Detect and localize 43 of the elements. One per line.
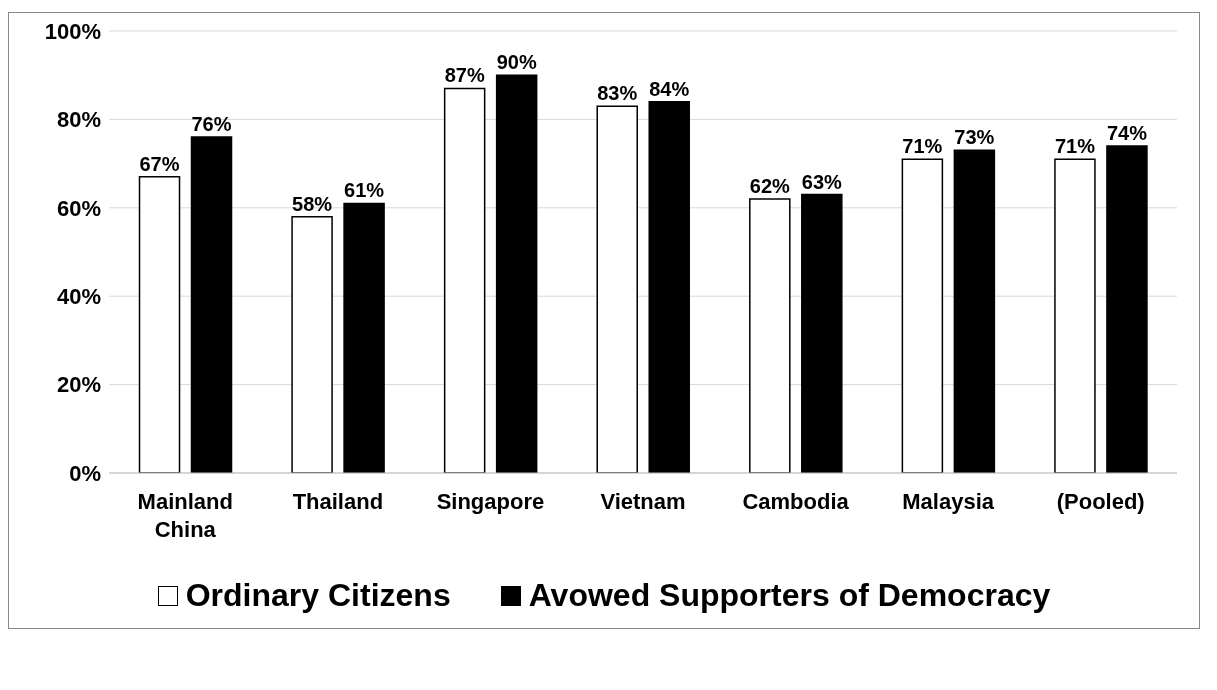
legend-label: Ordinary Citizens (185, 577, 451, 614)
bar (495, 74, 538, 473)
data-label: 63% (801, 170, 843, 193)
y-tick-label: 100% (44, 18, 101, 44)
x-tick-label: Malaysia (902, 489, 995, 514)
x-tick-label: Singapore (436, 489, 545, 514)
bar (291, 215, 333, 473)
y-tick-label: 20% (56, 372, 101, 398)
y-tick-label: 80% (56, 107, 101, 133)
x-tick-label: (Pooled) (1056, 489, 1145, 514)
data-label: 76% (191, 113, 232, 136)
y-tick-label: 60% (56, 195, 101, 221)
data-label: 62% (749, 174, 791, 197)
data-label: 73% (954, 126, 995, 149)
data-label: 67% (139, 152, 180, 175)
data-label: 71% (902, 135, 943, 158)
bar (749, 198, 791, 473)
bar (190, 136, 233, 473)
x-tick-label: Vietnam (600, 489, 686, 514)
bar (801, 193, 843, 473)
data-label: 84% (649, 77, 690, 100)
data-label: 90% (496, 51, 537, 74)
data-label: 74% (1106, 121, 1148, 144)
bar (443, 87, 486, 473)
data-label: 71% (1054, 135, 1096, 158)
bar (596, 105, 638, 473)
legend-label: Avowed Supporters of Democracy (528, 577, 1051, 614)
bar (343, 202, 385, 473)
data-label: 83% (597, 82, 638, 105)
data-label: 87% (444, 64, 485, 87)
bar (138, 176, 181, 473)
x-tick-label: Thailand (292, 489, 384, 514)
y-tick-label: 0% (69, 460, 101, 486)
data-label: 58% (292, 192, 333, 215)
bar (953, 149, 996, 473)
x-tick-label: Cambodia (742, 489, 850, 514)
bar (901, 158, 944, 473)
bar (648, 100, 690, 473)
data-label: 61% (344, 179, 385, 202)
x-tick-label: Mainland China (137, 489, 233, 542)
y-tick-label: 40% (56, 284, 101, 310)
bar (1054, 158, 1096, 473)
bar (1106, 145, 1148, 473)
